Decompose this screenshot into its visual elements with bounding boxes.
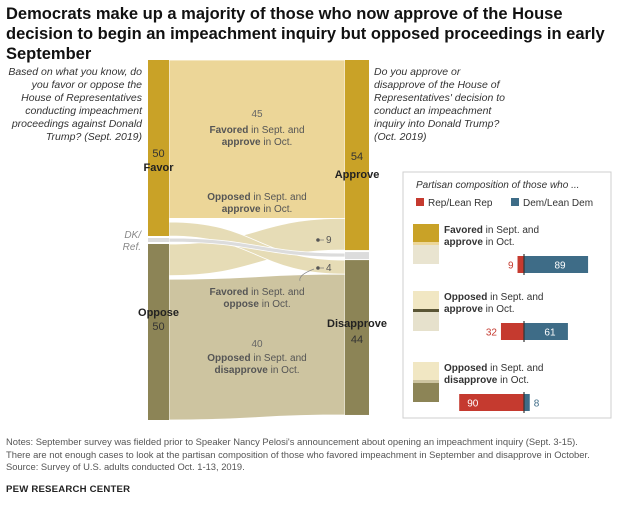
dem-value: 8	[534, 399, 540, 410]
rep-bar	[500, 323, 524, 340]
flow-oppose-approve-value: 9	[326, 235, 332, 246]
oppose-node	[148, 244, 169, 420]
approve-node	[345, 60, 369, 251]
oppose-value: 50	[152, 321, 164, 333]
dem-bar	[524, 256, 589, 273]
notes: Notes: September survey was fielded prio…	[6, 436, 614, 474]
disapprove-label: Disapprove	[327, 318, 387, 330]
oppose-label: Oppose	[138, 307, 179, 319]
group-icon	[413, 362, 439, 380]
chart-title: Democrats make up a majority of those wh…	[6, 5, 605, 63]
group-icon	[413, 309, 439, 312]
flow-oppose-approve-label: approve in Oct.	[222, 204, 293, 215]
approve-label: Approve	[335, 169, 380, 181]
panel-title: Partisan composition of those who ...	[416, 180, 579, 191]
brand-logo-text: PEW RESEARCH CENTER	[6, 484, 131, 495]
group-label: approve in Oct.	[444, 304, 515, 315]
flow-oppose-disapprove-label: disapprove in Oct.	[214, 365, 299, 376]
group-label: Favored in Sept. and	[444, 225, 539, 236]
favor-node	[148, 60, 169, 236]
sept-question: Based on what you know, do you favor or …	[8, 66, 142, 143]
approve-value: 54	[351, 151, 363, 163]
rep-value: 9	[508, 261, 514, 272]
legend-dem-label: Dem/Lean Dem	[523, 198, 593, 209]
rep-bar	[459, 394, 524, 411]
dem-bar	[524, 394, 530, 411]
group-label: approve in Oct.	[444, 237, 515, 248]
partisan-panel: Partisan composition of those who ... Rep…	[402, 171, 612, 419]
flow-favor-approve-label: approve in Oct.	[222, 137, 293, 148]
oct-question: Do you approve or disapprove of the Hous…	[374, 66, 505, 143]
dk-right-node	[345, 252, 369, 260]
group-icon	[413, 242, 439, 245]
group-icon	[413, 224, 439, 242]
rep-bar	[517, 256, 524, 273]
dem-bar	[524, 323, 568, 340]
rep-value: 32	[486, 328, 498, 339]
flow-favor-approve-label: Favored in Sept. and	[209, 125, 304, 136]
favor-label: Favor	[144, 162, 175, 174]
group-icon	[413, 380, 439, 383]
legend-dem-swatch	[511, 198, 519, 206]
group-label: disapprove in Oct.	[444, 375, 529, 386]
dk-node	[148, 238, 169, 242]
callout-line	[299, 268, 315, 282]
source-line: Source: Survey of U.S. adults conducted …	[6, 461, 245, 473]
callout-dot	[316, 266, 320, 270]
callout-dot	[316, 238, 320, 242]
flow-favor-disapprove-value: 4	[326, 263, 332, 274]
dem-value: 61	[544, 328, 556, 339]
flow-favor-disapprove-label: oppose in Oct.	[223, 299, 290, 310]
group-label: Opposed in Sept. and	[444, 292, 544, 303]
flow-oppose-approve-label: Opposed in Sept. and	[207, 192, 307, 203]
disapprove-node	[345, 260, 369, 415]
legend-rep-label: Rep/Lean Rep	[428, 198, 493, 209]
group-label: Opposed in Sept. and	[444, 363, 544, 374]
disapprove-value: 44	[351, 334, 363, 346]
favor-value: 50	[152, 148, 164, 160]
flow-favor-approve-value: 45	[251, 109, 263, 120]
note-line: Notes: September survey was fielded prio…	[6, 436, 578, 447]
legend-rep-swatch	[416, 198, 424, 206]
dk-label: Ref.	[123, 242, 141, 253]
flow-favor-disapprove-label: Favored in Sept. and	[209, 287, 304, 298]
rep-value: 90	[467, 399, 479, 410]
dk-label: DK/	[124, 230, 142, 241]
flow-oppose-disapprove-label: Opposed in Sept. and	[207, 353, 307, 364]
flow-oppose-disapprove-value: 40	[251, 339, 263, 350]
note-line: There are not enough cases to look at th…	[6, 448, 590, 460]
dem-value: 89	[554, 261, 566, 272]
group-icon	[413, 291, 439, 309]
